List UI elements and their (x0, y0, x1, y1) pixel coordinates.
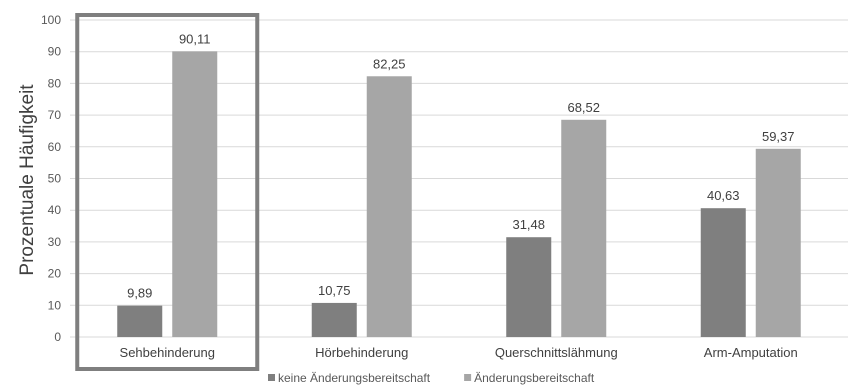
data-label: 31,48 (512, 217, 545, 232)
y-tick-label: 100 (41, 13, 61, 27)
category-label: Sehbehinderung (120, 345, 215, 360)
data-label: 40,63 (707, 188, 740, 203)
y-tick-label: 70 (48, 108, 62, 122)
data-label: 59,37 (762, 129, 795, 144)
y-axis-ticks: 0 10 20 30 40 50 60 70 80 90 100 (41, 13, 61, 344)
y-tick-label: 90 (48, 45, 62, 59)
bar (561, 119, 607, 338)
category-labels: Sehbehinderung Hörbehinderung Querschnitts… (120, 345, 798, 360)
category-label: Hörbehinderung (315, 345, 408, 360)
category-label: Arm-Amputation (704, 345, 798, 360)
data-label: 9,89 (127, 286, 152, 301)
y-tick-label: 20 (48, 267, 62, 281)
bar (311, 302, 357, 337)
legend-label: keine Änderungsbereitschaft (278, 371, 431, 385)
y-tick-label: 50 (48, 172, 62, 186)
legend: keine Änderungsbereitschaft Änderungsbere… (268, 371, 595, 385)
bar (700, 208, 746, 337)
y-tick-label: 60 (48, 140, 62, 154)
bar (755, 148, 801, 337)
data-labels: 9,89 90,11 10,75 82,25 31,48 68,52 40,63 59,37 (127, 31, 794, 300)
y-axis-label: Prozentuale Häufigkeit (17, 84, 38, 276)
y-tick-label: 80 (48, 76, 62, 90)
category-label: Querschnittslähmung (495, 345, 618, 360)
y-tick-label: 40 (48, 203, 62, 217)
y-tick-label: 0 (54, 330, 61, 344)
bar (366, 76, 412, 337)
data-label: 10,75 (318, 283, 351, 298)
data-label: 68,52 (567, 100, 600, 115)
data-label: 90,11 (179, 31, 211, 46)
bar (506, 237, 552, 337)
legend-label: Änderungsbereitschaft (474, 371, 595, 385)
legend-swatch (464, 374, 472, 381)
bar (172, 51, 218, 338)
y-tick-label: 30 (48, 235, 62, 249)
y-tick-label: 10 (48, 298, 62, 312)
data-label: 82,25 (373, 56, 406, 71)
highlight-box (75, 13, 260, 371)
bars (117, 51, 801, 338)
bar (117, 305, 163, 337)
legend-swatch (268, 374, 275, 381)
